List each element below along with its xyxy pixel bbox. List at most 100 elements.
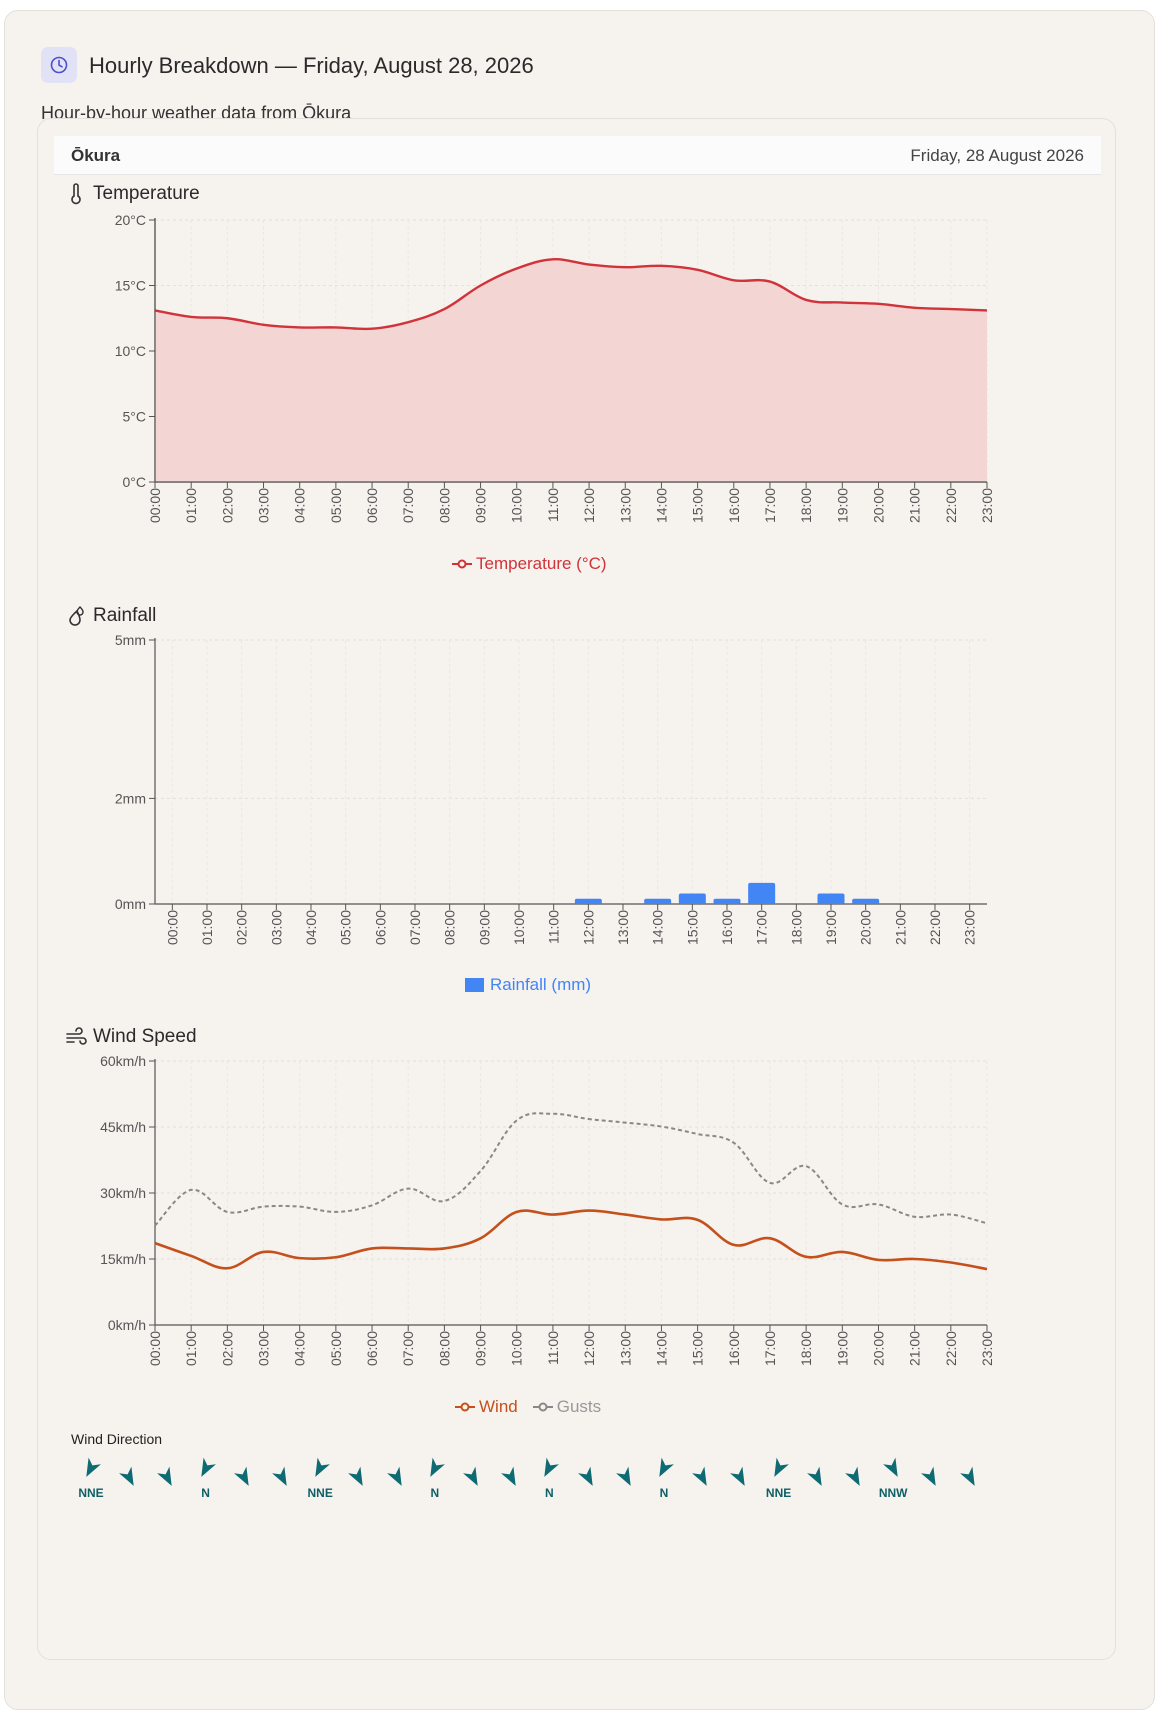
wind-direction-item: N (529, 1456, 569, 1500)
wind-legend-label: Wind (479, 1397, 518, 1416)
wind-x-tick-label: 21:00 (907, 1331, 923, 1366)
temperature-x-tick-label: 05:00 (328, 488, 344, 523)
wind-arrow-icon (544, 1457, 560, 1477)
rainfall-bar-15:00 (678, 893, 706, 904)
gusts-legend-marker (532, 1402, 553, 1412)
wind-direction-item (224, 1465, 264, 1494)
rainfall-bar-16:00 (713, 898, 741, 904)
wind-direction-item (911, 1465, 951, 1494)
wind-icon (66, 1027, 87, 1045)
wind-legend: Wind Gusts (454, 1397, 601, 1417)
rainfall-x-tick-label: 18:00 (788, 910, 804, 945)
temperature-x-tick-label: 07:00 (400, 488, 416, 523)
wind-arrow-shape (200, 1457, 216, 1477)
wind-arrow-icon (845, 1466, 860, 1486)
wind-arrow-icon (959, 1466, 975, 1486)
wind-direction-item (338, 1465, 378, 1494)
rainfall-x-tick-label: 19:00 (823, 910, 839, 945)
wind-x-tick-label: 19:00 (834, 1331, 850, 1366)
rainfall-x-tick-label: 23:00 (962, 910, 978, 945)
temperature-legend-marker (452, 559, 472, 569)
wind-x-tick-label: 04:00 (292, 1331, 308, 1366)
wind-arrow-icon (883, 1457, 898, 1477)
temperature-x-tick-label: 03:00 (256, 488, 272, 523)
wind-direction-item (835, 1465, 875, 1494)
temperature-y-tick-label: 0°C (123, 474, 147, 490)
wind-arrow-icon (200, 1457, 216, 1477)
wind-direction-label: N (201, 1486, 210, 1500)
rainfall-x-tick-label: 00:00 (164, 910, 180, 945)
wind-direction-item: NNE (300, 1456, 340, 1500)
rainfall-bar-19:00 (817, 893, 845, 904)
wind-arrow-icon (272, 1466, 287, 1486)
rainfall-x-tick-label: 12:00 (580, 910, 596, 945)
wind-arrow-shape (730, 1466, 746, 1486)
wind-x-tick-label: 12:00 (581, 1331, 597, 1366)
rainfall-y-tick-label: 2mm (115, 790, 146, 806)
wind-direction-label: NNE (307, 1486, 333, 1500)
wind-direction-item: NNE (759, 1456, 799, 1500)
wind-direction-item (606, 1465, 646, 1494)
wind-arrow-shape (959, 1466, 975, 1486)
temperature-x-tick-label: 13:00 (617, 488, 633, 523)
wind-x-tick-label: 02:00 (219, 1331, 235, 1366)
temperature-x-tick-label: 12:00 (581, 488, 597, 523)
location-bar: Ōkura Friday, 28 August 2026 (54, 136, 1101, 175)
temperature-x-tick-label: 21:00 (907, 488, 923, 523)
wind-x-tick-label: 06:00 (364, 1331, 380, 1366)
wind-x-tick-label: 17:00 (762, 1331, 778, 1366)
wind-direction-label: NNW (878, 1486, 908, 1500)
forecast-card: Ōkura Friday, 28 August 2026 Temperature… (37, 118, 1116, 1660)
page-title: Hourly Breakdown — Friday, August 28, 20… (89, 53, 534, 78)
wind-x-tick-label: 11:00 (545, 1331, 561, 1365)
temperature-x-tick-label: 14:00 (653, 488, 669, 523)
rainfall-x-tick-label: 11:00 (546, 910, 562, 944)
wind-x-tick-label: 16:00 (726, 1331, 742, 1366)
wind-arrow-shape (119, 1466, 134, 1486)
raindrops-icon (69, 606, 84, 626)
temperature-x-tick-label: 11:00 (545, 488, 561, 522)
temperature-legend[interactable]: Temperature (°C) (451, 554, 607, 574)
temperature-x-tick-label: 20:00 (870, 488, 886, 523)
wind-arrow-shape (315, 1457, 331, 1477)
rainfall-x-tick-label: 04:00 (303, 910, 319, 945)
clock-icon (41, 47, 77, 83)
wind-legend-item[interactable]: Wind (454, 1397, 518, 1417)
wind-arrow-icon (348, 1466, 364, 1486)
temperature-y-tick-label: 20°C (115, 212, 146, 228)
wind-x-tick-label: 08:00 (436, 1331, 452, 1366)
wind-direction-title: Wind Direction (71, 1431, 163, 1447)
temperature-section-title: Temperature (93, 183, 200, 204)
wind-arrow-shape (615, 1466, 631, 1486)
wind-direction-label: N (430, 1486, 440, 1500)
gusts-legend-item[interactable]: Gusts (532, 1397, 601, 1417)
rainfall-x-tick-label: 03:00 (268, 910, 284, 945)
wind-y-tick-label: 60km/h (100, 1053, 146, 1069)
temperature-line (154, 258, 988, 331)
rainfall-x-tick-label: 09:00 (476, 910, 492, 945)
temperature-area (155, 259, 987, 482)
wind-arrow-icon (730, 1466, 746, 1486)
rainfall-legend[interactable]: Rainfall (mm) (465, 975, 591, 995)
wind-x-tick-label: 14:00 (653, 1331, 669, 1366)
wind-line (154, 1209, 988, 1271)
rainfall-y-tick-label: 5mm (115, 632, 146, 648)
wind-y-tick-label: 15km/h (100, 1251, 146, 1267)
wind-direction-item: N (186, 1456, 226, 1500)
wind-direction-label: NNE (78, 1486, 104, 1500)
wind-arrow-icon (119, 1466, 134, 1486)
wind-x-tick-label: 18:00 (798, 1331, 814, 1366)
wind-legend-marker (455, 1402, 475, 1412)
wind-section-title: Wind Speed (93, 1026, 197, 1047)
wind-x-tick-label: 00:00 (147, 1331, 163, 1366)
rainfall-x-tick-label: 21:00 (892, 910, 908, 945)
wind-direction-item (682, 1465, 722, 1494)
rainfall-bar-17:00 (748, 882, 776, 904)
wind-arrow-shape (272, 1466, 287, 1486)
wind-y-tick-label: 45km/h (100, 1119, 146, 1135)
wind-arrow-shape (659, 1457, 674, 1477)
temperature-x-tick-label: 16:00 (726, 488, 742, 523)
rainfall-x-tick-label: 05:00 (338, 910, 354, 945)
rainfall-x-tick-label: 16:00 (719, 910, 735, 945)
wind-arrow-icon (463, 1466, 478, 1486)
